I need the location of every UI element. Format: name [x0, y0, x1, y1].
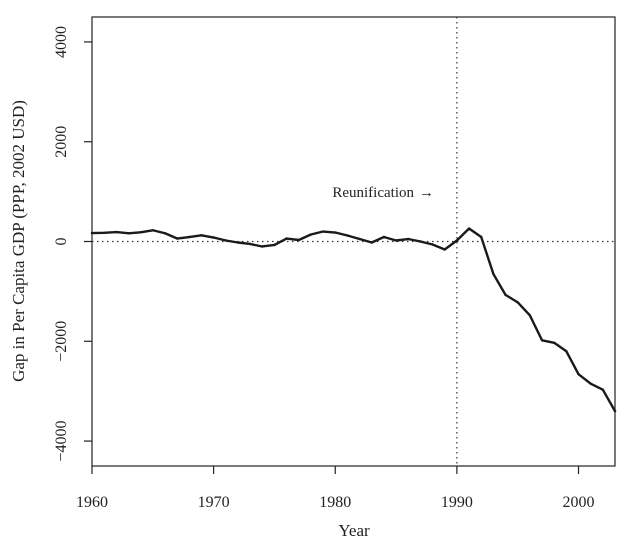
data-point	[200, 234, 203, 237]
y-tick-label: 2000	[53, 126, 70, 158]
x-tick-label: 1990	[441, 494, 473, 511]
x-tick-label: 2000	[563, 494, 595, 511]
y-tick-label: −4000	[53, 421, 70, 462]
data-point	[309, 233, 313, 236]
data-point	[90, 231, 94, 235]
data-point	[188, 235, 191, 239]
x-tick-label: 1960	[76, 494, 108, 511]
y-axis: −4000 −2000 0 2000 4000	[53, 26, 92, 462]
data-point	[613, 409, 617, 413]
annotation-arrow: →	[419, 185, 434, 201]
reunification-annotation: Reunification →	[332, 185, 434, 201]
data-point	[248, 242, 252, 246]
data-point	[163, 232, 167, 235]
data-point	[358, 237, 361, 241]
data-point	[115, 230, 118, 234]
data-point	[346, 234, 349, 237]
data-point	[480, 235, 483, 239]
data-point	[577, 373, 580, 376]
series-layer	[90, 227, 617, 413]
data-point	[419, 240, 422, 243]
data-point	[455, 239, 459, 242]
y-tick-label: 0	[53, 238, 70, 246]
series-line	[90, 227, 617, 413]
data-point	[516, 301, 519, 304]
data-point	[382, 235, 386, 239]
data-point	[431, 243, 434, 246]
y-tick-label: −2000	[53, 321, 70, 362]
data-point	[334, 231, 337, 234]
data-point	[261, 245, 264, 248]
data-point	[394, 239, 398, 242]
data-point	[297, 238, 300, 242]
reference-lines	[92, 17, 615, 466]
data-point	[127, 232, 130, 235]
data-point	[540, 339, 544, 342]
data-point	[589, 382, 592, 385]
data-point	[285, 237, 288, 240]
data-point	[467, 227, 471, 230]
x-axis: 1960 1970 1980 1990 2000	[76, 466, 595, 511]
y-tick-label: 4000	[53, 26, 70, 58]
data-point	[370, 241, 373, 244]
data-point	[443, 248, 446, 251]
x-tick-label: 1980	[319, 494, 351, 511]
data-point	[236, 241, 240, 244]
data-point	[565, 350, 568, 353]
data-point	[601, 388, 605, 391]
data-point	[552, 341, 556, 344]
data-point	[528, 314, 532, 317]
annotation-label: Reunification	[332, 185, 414, 201]
data-point	[175, 237, 179, 240]
data-point	[407, 237, 410, 241]
data-point	[224, 239, 227, 242]
data-point	[504, 293, 507, 297]
x-tick-label: 1970	[198, 494, 230, 511]
data-point	[492, 272, 495, 276]
data-point	[139, 231, 142, 234]
data-point	[102, 231, 106, 234]
data-point	[273, 243, 276, 247]
data-point	[151, 229, 155, 232]
data-point	[321, 230, 325, 233]
data-point	[212, 236, 215, 239]
x-axis-title: Year	[338, 521, 370, 540]
y-axis-title: Gap in Per Capita GDP (PPP, 2002 USD)	[9, 100, 28, 382]
